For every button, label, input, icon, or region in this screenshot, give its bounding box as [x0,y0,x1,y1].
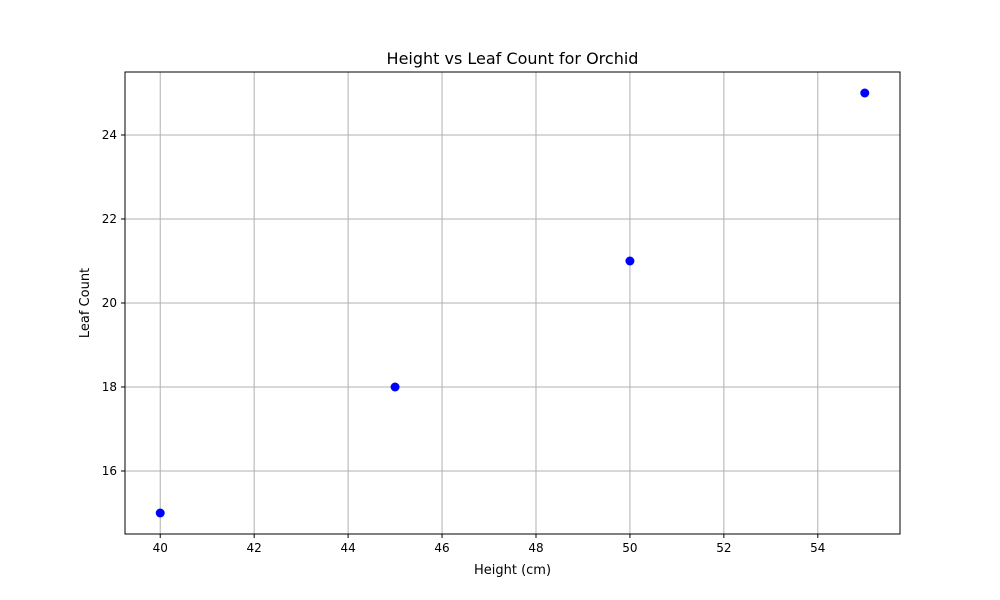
tick-layer: 40 42 44 46 48 50 52 54 16 18 20 22 24 [102,128,826,555]
x-tick-label: 48 [528,541,543,555]
data-point [155,508,165,518]
grid-layer [125,72,900,534]
y-tick-label: 16 [102,464,117,478]
y-tick-label: 24 [102,128,117,142]
point-layer [155,88,870,518]
y-axis-label: Leaf Count [78,268,93,338]
chart-title: Height vs Leaf Count for Orchid [387,49,639,68]
data-point [390,382,400,392]
data-point [860,88,870,98]
x-axis-label: Height (cm) [474,563,551,578]
x-tick-label: 46 [434,541,449,555]
x-tick-label: 40 [153,541,168,555]
x-tick-label: 42 [247,541,262,555]
y-tick-label: 22 [102,212,117,226]
x-tick-label: 52 [716,541,731,555]
x-tick-label: 54 [810,541,825,555]
data-point [625,256,635,266]
x-tick-label: 44 [340,541,355,555]
y-tick-label: 20 [102,296,117,310]
y-tick-label: 18 [102,380,117,394]
x-tick-label: 50 [622,541,637,555]
